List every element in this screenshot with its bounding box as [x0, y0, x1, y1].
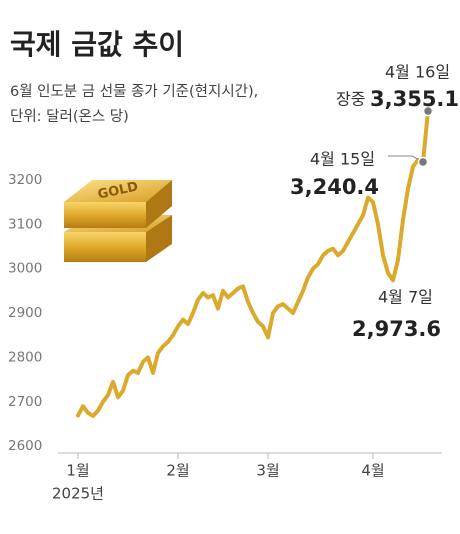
chart-title: 국제 금값 추이	[10, 28, 184, 61]
x-tick-label: 3월	[256, 462, 279, 480]
chart-subtitle: 6월 인도분 금 선물 종가 기준(현지시간),	[10, 83, 258, 100]
x-tick-label: 1월	[66, 462, 89, 480]
intraday-label: 장중	[336, 90, 365, 109]
value-label: 3,355.1	[370, 87, 459, 111]
y-tick-label: 2800	[8, 349, 42, 365]
value-label: 3,240.4	[290, 175, 379, 199]
point-label: 4월 7일	[378, 288, 433, 307]
x-tick-label: 4월	[361, 462, 384, 480]
value-label: 2,973.6	[352, 317, 441, 341]
y-tick-label: 2900	[8, 305, 42, 321]
chart-subtitle: 단위: 달러(온스 당)	[10, 108, 129, 125]
y-tick-label: 3000	[8, 261, 42, 277]
x-year-label: 2025년	[52, 485, 104, 503]
y-tick-label: 3100	[8, 216, 42, 232]
x-tick-label: 2월	[166, 462, 189, 480]
point-marker	[422, 105, 434, 117]
y-tick-label: 2700	[8, 394, 42, 410]
point-marker	[417, 156, 429, 168]
line-series	[76, 109, 430, 418]
y-tick-label: 3200	[8, 172, 42, 188]
point-label: 4월 16일	[385, 63, 450, 82]
point-label: 4월 15일	[310, 150, 375, 169]
gold-bar-illustration: GOLD	[64, 179, 172, 262]
y-tick-label: 2600	[8, 438, 42, 454]
